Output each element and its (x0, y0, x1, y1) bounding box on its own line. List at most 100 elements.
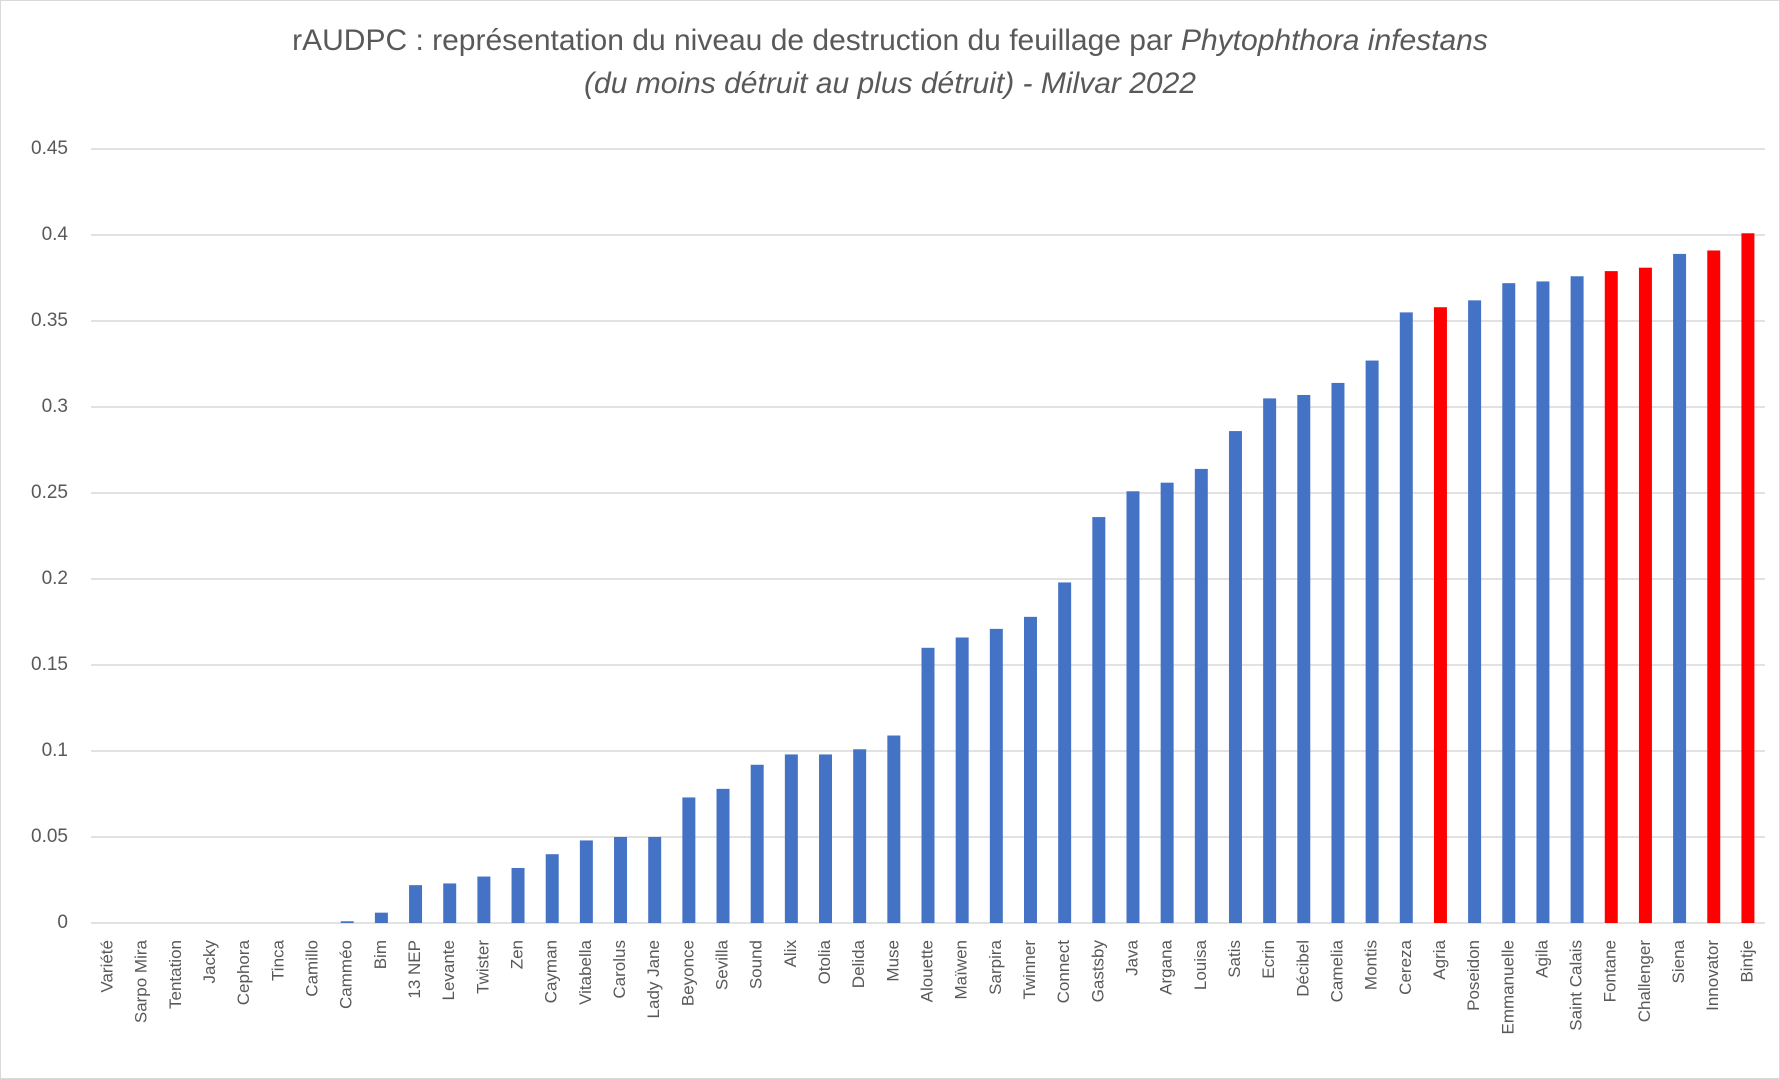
x-tick-label: Agria (1430, 939, 1449, 979)
x-tick-label: Alix (781, 940, 800, 968)
x-tick-label: Connect (1054, 940, 1073, 1004)
x-tick-label: Montis (1362, 940, 1381, 990)
x-tick-label: Agila (1532, 939, 1551, 977)
bar (614, 837, 628, 923)
x-tick-label: Sevilla (713, 939, 732, 990)
bar (1365, 360, 1379, 923)
bar (1502, 283, 1516, 923)
bar (1297, 394, 1311, 924)
x-tick-label: Alouette (917, 940, 936, 1002)
y-tick-label: 0.4 (42, 224, 69, 245)
bar (1331, 382, 1345, 923)
bar (409, 885, 423, 923)
x-tick-label: Saint Calais (1567, 940, 1586, 1031)
x-tick-label: Java (1122, 939, 1141, 975)
bar (853, 749, 867, 923)
bar (1536, 281, 1550, 923)
bar (511, 867, 525, 923)
x-tick-label: Lady Jane (644, 940, 663, 1018)
x-tick-label: Argana (1157, 939, 1176, 994)
y-tick-label: 0.05 (31, 826, 68, 847)
x-tick-label: Levante (439, 940, 458, 1001)
x-tick-label: Louisa (1191, 939, 1210, 990)
bar (1673, 253, 1687, 924)
y-tick-label: 0.1 (42, 740, 68, 761)
x-tick-label: Vitabella (576, 939, 595, 1004)
x-tick-label: Siena (1669, 939, 1688, 983)
x-tick-label: Zen (508, 940, 527, 969)
bar (1433, 307, 1447, 923)
y-tick-label: 0 (57, 912, 68, 933)
bar (443, 883, 457, 923)
bar (955, 637, 969, 923)
x-tick-label: Emmanuelle (1498, 940, 1517, 1035)
x-tick-label: Camelia (1327, 939, 1346, 1002)
bar (1468, 300, 1482, 923)
chart-title: rAUDPC : représentation du niveau de des… (292, 24, 1488, 57)
bar (784, 754, 798, 923)
bar (477, 876, 491, 923)
x-tick-label: Sarpira (986, 939, 1005, 994)
x-tick-label: Camillo (303, 940, 322, 997)
x-tick-label: Cayman (542, 940, 561, 1003)
x-tick-label: Fontane (1601, 940, 1620, 1002)
y-tick-label: 0.2 (42, 568, 68, 589)
bar (545, 854, 559, 923)
title-text: rAUDPC : représentation du niveau de des… (292, 24, 1181, 57)
bar (716, 788, 730, 923)
x-tick-label: Muse (883, 940, 902, 982)
x-tick-label: Challenger (1635, 940, 1654, 1023)
x-tick-label: Innovator (1703, 940, 1722, 1011)
bar (819, 754, 833, 923)
y-tick-label: 0.25 (31, 482, 68, 503)
bar (750, 764, 764, 923)
bar (1399, 312, 1413, 923)
bar (1604, 271, 1618, 923)
x-tick-label: Tentation (166, 940, 185, 1009)
x-tick-label: Ecrin (1259, 940, 1278, 979)
x-tick-label: Poseidon (1464, 940, 1483, 1011)
bar (1092, 517, 1106, 923)
chart-subtitle: (du moins détruit au plus détruit) - Mil… (584, 67, 1196, 100)
bar (1741, 233, 1755, 923)
bar (1570, 276, 1584, 923)
x-tick-label: Bim (371, 940, 390, 969)
x-tick-label: Otolia (815, 939, 834, 984)
x-tick-label: Camméo (337, 940, 356, 1009)
x-tick-label: Gastsby (1088, 940, 1107, 1003)
y-tick-label: 0.45 (31, 138, 68, 159)
y-tick-label: 0.35 (31, 310, 68, 331)
bar (1023, 616, 1037, 923)
x-tick-label: Variété (98, 940, 117, 993)
x-tick-label: Beyonce (678, 940, 697, 1006)
x-tick-label: Tinca (268, 939, 287, 980)
x-tick-label: Décibel (1293, 940, 1312, 997)
bar (374, 912, 388, 923)
x-tick-label: Delida (849, 939, 868, 988)
x-tick-label: Cephora (234, 939, 253, 1005)
bar (1228, 431, 1242, 923)
x-tick-label: Sarpo Mira (132, 939, 151, 1023)
bar (887, 735, 901, 923)
bar (579, 840, 593, 923)
y-tick-label: 0.15 (31, 654, 68, 675)
x-tick-label: Cereza (1396, 939, 1415, 994)
bar (648, 837, 662, 923)
x-tick-label: Sound (747, 940, 766, 989)
x-tick-label: Twister (473, 940, 492, 994)
bar (1707, 250, 1721, 924)
y-tick-label: 0.3 (42, 396, 68, 417)
bar (340, 921, 354, 923)
x-tick-label: Satis (1225, 940, 1244, 978)
x-tick-label: Maïwen (952, 940, 971, 1000)
x-tick-label: 13 NEP (405, 940, 424, 999)
x-tick-label: Twinner (1020, 940, 1039, 1000)
bar (921, 647, 935, 923)
bar (1263, 398, 1277, 923)
bar (1126, 491, 1140, 923)
bar (1194, 468, 1208, 923)
bar (1160, 482, 1174, 923)
x-tick-label: Bintje (1737, 940, 1756, 983)
bar (1638, 267, 1652, 923)
x-tick-label: Jacky (200, 940, 219, 984)
